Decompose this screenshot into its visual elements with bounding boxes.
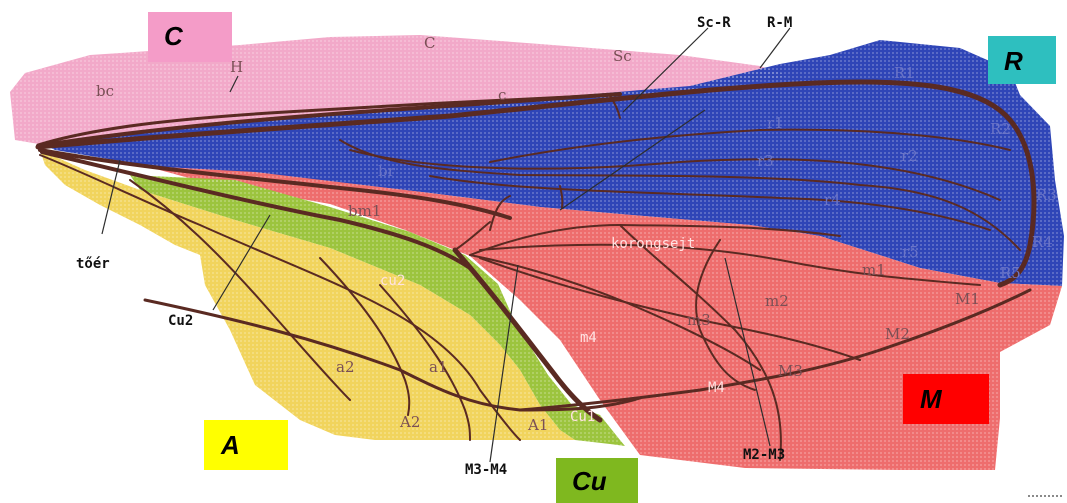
label-C: C <box>424 34 435 52</box>
label-R3: R3 <box>1036 186 1057 204</box>
label-r1: r1 <box>767 114 784 132</box>
label-m1: m1 <box>862 261 886 279</box>
label-r4: r4 <box>824 191 841 209</box>
label-R1: R1 <box>894 64 915 82</box>
label-korongsejt: korongsejt <box>611 236 695 252</box>
label-R5: R5 <box>1000 264 1021 282</box>
callout-M2-M3: M2-M3 <box>743 447 785 463</box>
zone-box-C: C <box>148 12 232 62</box>
zone-label-Cu: Cu <box>572 466 607 496</box>
zone-box-Cu: Cu <box>556 458 638 503</box>
zone-box-A: A <box>204 420 288 470</box>
label-M4: M4 <box>708 380 725 396</box>
zone-label-C: C <box>164 21 184 51</box>
callout-toer: tőér <box>76 256 110 272</box>
callout-Cu2: Cu2 <box>168 313 193 329</box>
label-r5: r5 <box>902 243 919 261</box>
label-bc: bc <box>96 82 114 100</box>
label-bm1: bm1 <box>348 202 381 220</box>
label-A2: A2 <box>399 413 420 431</box>
label-r3: r3 <box>757 152 774 170</box>
zone-label-A: A <box>220 430 240 460</box>
label-Cu1: Cu1 <box>570 409 595 425</box>
zone-label-M: M <box>920 384 943 414</box>
label-cu2: cu2 <box>380 273 405 289</box>
wing-veins <box>35 79 1037 461</box>
label-M3: M3 <box>778 362 803 380</box>
label-m2: m2 <box>765 292 789 310</box>
label-r2: r2 <box>901 147 918 165</box>
label-H: H <box>230 58 243 76</box>
label-Sc: Sc <box>613 47 632 65</box>
callout-lines <box>101 27 791 463</box>
label-M2: M2 <box>885 325 910 343</box>
zone-label-R: R <box>1004 46 1023 76</box>
callout-R-M: R-M <box>767 15 792 31</box>
label-M1: M1 <box>955 290 980 308</box>
callout-M3-M4: M3-M4 <box>465 462 507 478</box>
label-c: c <box>498 86 506 104</box>
label-a2: a2 <box>336 358 355 376</box>
label-R4: R4 <box>1032 233 1053 251</box>
zone-box-M: M <box>903 374 989 424</box>
callout-Sc-R: Sc-R <box>697 15 731 31</box>
label-m4: m4 <box>580 330 597 346</box>
label-br: br <box>378 162 396 180</box>
label-R2: R2 <box>990 120 1011 138</box>
label-m3: m3 <box>687 311 711 329</box>
label-A1: A1 <box>527 416 548 434</box>
zone-box-R: R <box>988 36 1056 84</box>
label-a1: a1 <box>429 358 448 376</box>
